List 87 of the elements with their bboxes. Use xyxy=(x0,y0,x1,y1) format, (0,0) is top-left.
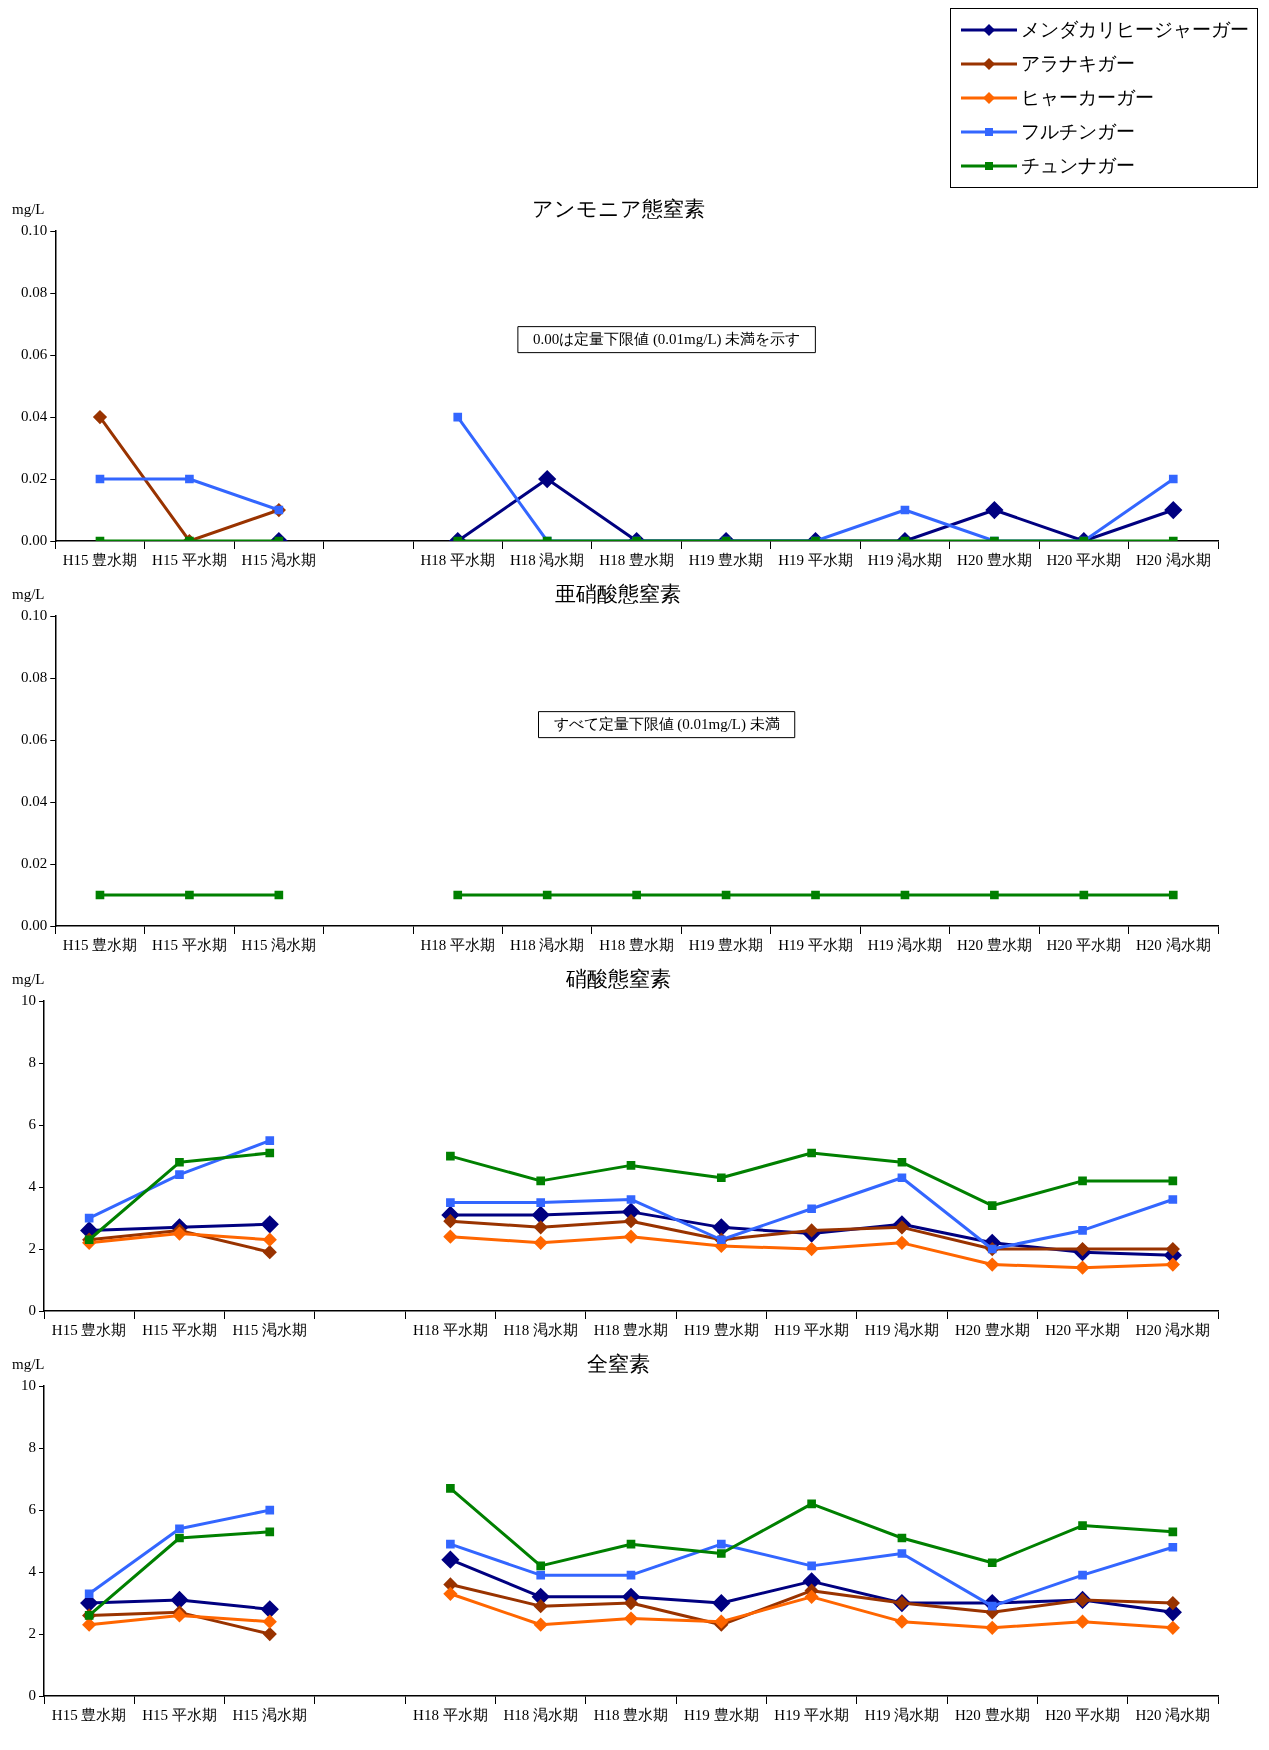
y-tick-label: 0.08 xyxy=(21,284,48,301)
x-tick-label: H19 渇水期 xyxy=(864,1706,940,1723)
x-tick-label: H20 豊水期 xyxy=(957,936,1032,953)
y-tick-label: 0.00 xyxy=(21,531,48,548)
x-tick-label: H18 渇水期 xyxy=(503,1706,578,1723)
x-tick-label: H19 平水期 xyxy=(774,1321,849,1338)
chart-title: アンモニア態窒素 xyxy=(531,197,705,222)
legend-label: フルチンガー xyxy=(1021,120,1135,144)
chart-title: 硝酸態窒素 xyxy=(564,967,671,992)
x-tick-label: H19 渇水期 xyxy=(867,551,943,568)
x-tick-label: H19 豊水期 xyxy=(688,551,764,568)
y-tick-label: 8 xyxy=(28,1054,36,1071)
x-tick-label: H20 豊水期 xyxy=(954,1321,1030,1338)
y-tick-label: 2 xyxy=(28,1624,36,1641)
x-tick-label: H15 豊水期 xyxy=(51,1706,127,1723)
y-tick-label: 10 xyxy=(21,1377,36,1394)
x-tick-label: H19 平水期 xyxy=(778,551,853,568)
x-tick-label: H15 平水期 xyxy=(152,551,227,568)
x-tick-label: H19 豊水期 xyxy=(684,1706,759,1723)
x-tick-label: H20 平水期 xyxy=(1045,1706,1120,1723)
y-tick-label: 0.04 xyxy=(21,408,48,425)
y-tick-label: 0.00 xyxy=(21,916,48,933)
x-tick-label: H18 豊水期 xyxy=(593,1321,669,1338)
y-tick-label: 6 xyxy=(28,1116,37,1133)
x-tick-label: H18 渇水期 xyxy=(509,936,585,953)
y-tick-label: 0.10 xyxy=(21,607,48,624)
y-tick-label: 0.06 xyxy=(21,731,48,748)
y-tick-label: 0 xyxy=(28,1301,36,1318)
x-tick-label: H18 豊水期 xyxy=(599,936,674,953)
y-axis-title: mg/L xyxy=(12,1355,45,1372)
x-tick-label: H15 渇水期 xyxy=(241,551,317,568)
y-tick-label: 10 xyxy=(21,992,36,1009)
legend-label: ヒャーカーガー xyxy=(1021,86,1154,110)
x-tick-label: H18 平水期 xyxy=(413,1321,488,1338)
y-tick-label: 0.06 xyxy=(21,346,48,363)
y-axis-title: mg/L xyxy=(12,585,45,602)
y-tick-label: 4 xyxy=(28,1178,37,1195)
y-tick-label: 0.02 xyxy=(21,469,48,486)
chart-title: 亜硝酸態窒素 xyxy=(555,582,681,607)
x-tick-label: H20 渇水期 xyxy=(1135,1321,1211,1338)
x-tick-label: H19 平水期 xyxy=(778,936,853,953)
x-tick-label: H15 渇水期 xyxy=(241,936,317,953)
x-tick-label: H18 平水期 xyxy=(413,1706,488,1723)
x-tick-label: H15 渇水期 xyxy=(232,1706,308,1723)
x-tick-label: H20 平水期 xyxy=(1045,1321,1120,1338)
x-tick-label: H18 平水期 xyxy=(420,551,496,568)
x-tick-label: H18 豊水期 xyxy=(599,551,674,568)
x-tick-label: H19 渇水期 xyxy=(864,1321,940,1338)
y-tick-label: 2 xyxy=(28,1239,36,1256)
x-tick-label: H20 渇水期 xyxy=(1135,551,1211,568)
legend-label: アラナキガー xyxy=(1021,52,1135,76)
x-tick-label: H20 豊水期 xyxy=(957,551,1032,568)
annotation: 0.00は定量下限値 (0.01mg/L) 未満を示す xyxy=(532,330,801,348)
y-tick-label: 0.02 xyxy=(21,854,48,871)
x-tick-label: H18 平水期 xyxy=(420,936,496,953)
x-tick-label: H20 渇水期 xyxy=(1135,936,1211,953)
x-tick-label: H19 豊水期 xyxy=(684,1321,759,1338)
x-tick-label: H18 渇水期 xyxy=(509,551,585,568)
y-tick-label: 0.08 xyxy=(21,669,48,686)
x-tick-label: H20 渇水期 xyxy=(1135,1706,1211,1723)
x-tick-label: H20 平水期 xyxy=(1046,551,1122,568)
y-tick-label: 0.04 xyxy=(21,793,48,810)
x-tick-label: H15 渇水期 xyxy=(232,1321,308,1338)
legend-label: チュンナガー xyxy=(1021,154,1135,178)
x-tick-label: H15 豊水期 xyxy=(62,551,138,568)
y-tick-label: 4 xyxy=(28,1563,37,1580)
x-tick-label: H20 豊水期 xyxy=(954,1706,1030,1723)
x-tick-label: H15 平水期 xyxy=(142,1706,217,1723)
y-tick-label: 6 xyxy=(28,1501,37,1518)
x-tick-label: H18 渇水期 xyxy=(503,1321,578,1338)
chart-title: 全窒素 xyxy=(586,1352,650,1377)
x-tick-label: H20 平水期 xyxy=(1046,936,1122,953)
x-tick-label: H19 豊水期 xyxy=(688,936,764,953)
y-tick-label: 0.10 xyxy=(21,222,48,239)
y-axis-title: mg/L xyxy=(12,200,45,217)
x-tick-label: H15 豊水期 xyxy=(51,1321,127,1338)
annotation: すべて定量下限値 (0.01mg/L) 未満 xyxy=(553,715,780,733)
x-tick-label: H15 平水期 xyxy=(142,1321,217,1338)
x-tick-label: H15 平水期 xyxy=(152,936,227,953)
x-tick-label: H18 豊水期 xyxy=(593,1706,669,1723)
y-tick-label: 0 xyxy=(28,1686,36,1703)
x-tick-label: H19 渇水期 xyxy=(867,936,943,953)
x-tick-label: H15 豊水期 xyxy=(62,936,138,953)
x-tick-label: H19 平水期 xyxy=(774,1706,849,1723)
y-tick-label: 8 xyxy=(28,1439,36,1456)
y-axis-title: mg/L xyxy=(12,970,45,987)
legend-label: メンダカリヒージャーガー xyxy=(1021,18,1249,42)
